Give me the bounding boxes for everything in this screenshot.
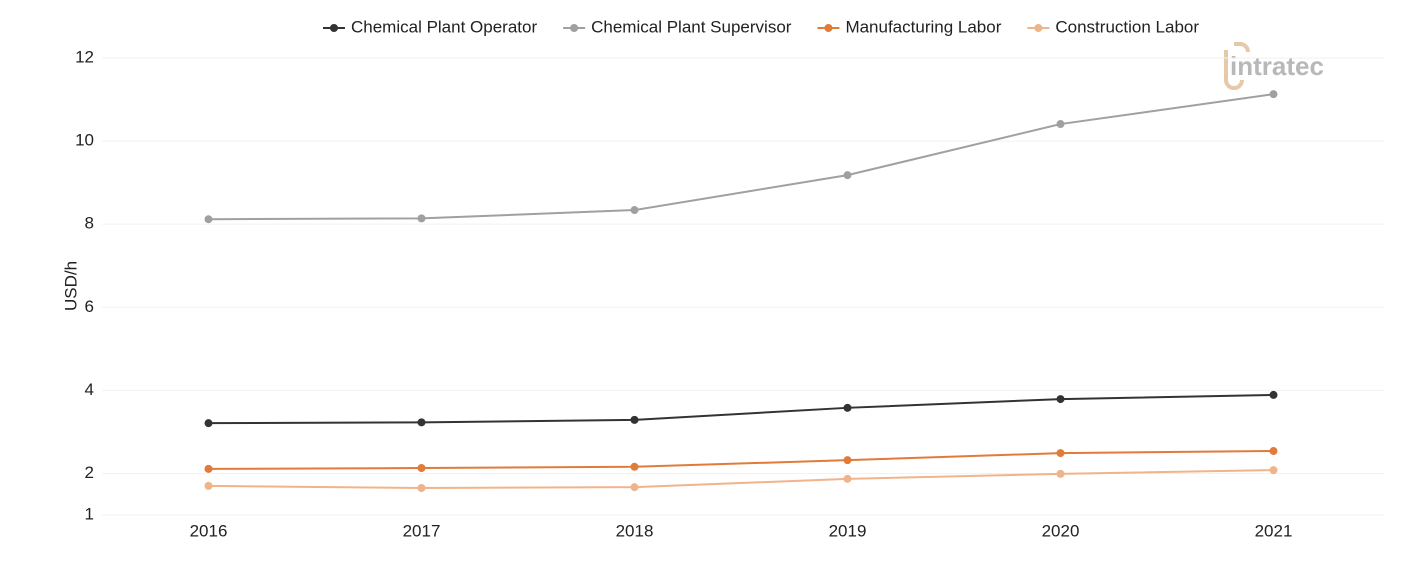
y-tick-label: 6 [85,297,94,316]
legend-label: Manufacturing Labor [845,17,1001,36]
data-point [630,206,639,215]
y-tick-label: 12 [75,47,94,66]
data-point [1269,90,1278,99]
data-point [630,415,639,424]
logo-text: intratec [1230,51,1324,81]
legend-item: Chemical Plant Operator [322,17,537,36]
data-point [1269,466,1278,475]
legend-marker [570,24,579,32]
data-point [204,419,213,428]
legend-label: Construction Labor [1055,17,1199,36]
x-tick-label: 2019 [829,521,867,540]
data-point [204,464,213,473]
series-line [208,450,1274,470]
series-line [208,93,1274,221]
data-point [417,464,426,473]
data-point [417,418,426,427]
legend-label: Chemical Plant Operator [351,17,537,36]
legend-marker [329,24,338,32]
y-tick-label: 2 [85,463,94,482]
data-point [1269,447,1278,456]
y-axis-label: USD/h [61,261,80,311]
data-point [1056,120,1065,129]
x-tick-label: 2018 [616,521,654,540]
logo: intratec [1224,42,1324,90]
data-point [630,462,639,471]
legend-item: Manufacturing Labor [817,17,1002,36]
data-point [417,214,426,223]
data-point [843,456,852,465]
y-tick-label: 1 [85,504,94,523]
data-point [417,483,426,492]
data-point [843,171,852,180]
x-tick-label: 2020 [1042,521,1080,540]
x-tick-label: 2021 [1255,521,1293,540]
x-tick-label: 2017 [403,521,441,540]
legend-item: Chemical Plant Supervisor [563,17,792,36]
data-point [1056,449,1065,458]
data-point [1269,390,1278,399]
y-tick-label: 4 [85,380,94,399]
legend-label: Chemical Plant Supervisor [591,17,792,36]
data-point [843,474,852,483]
x-tick-label: 2016 [190,521,228,540]
y-tick-label: 8 [85,214,94,233]
data-point [1056,395,1065,404]
data-point [204,215,213,224]
legend-marker [824,24,833,32]
legend-marker [1034,24,1043,32]
series-line [208,393,1274,425]
data-point [1056,469,1065,478]
legend-item: Construction Labor [1027,17,1199,36]
logo-icon [1224,42,1250,90]
y-tick-label: 10 [75,131,94,150]
series-line [208,469,1274,489]
data-point [843,403,852,412]
data-point [630,483,639,492]
data-point [204,481,213,490]
